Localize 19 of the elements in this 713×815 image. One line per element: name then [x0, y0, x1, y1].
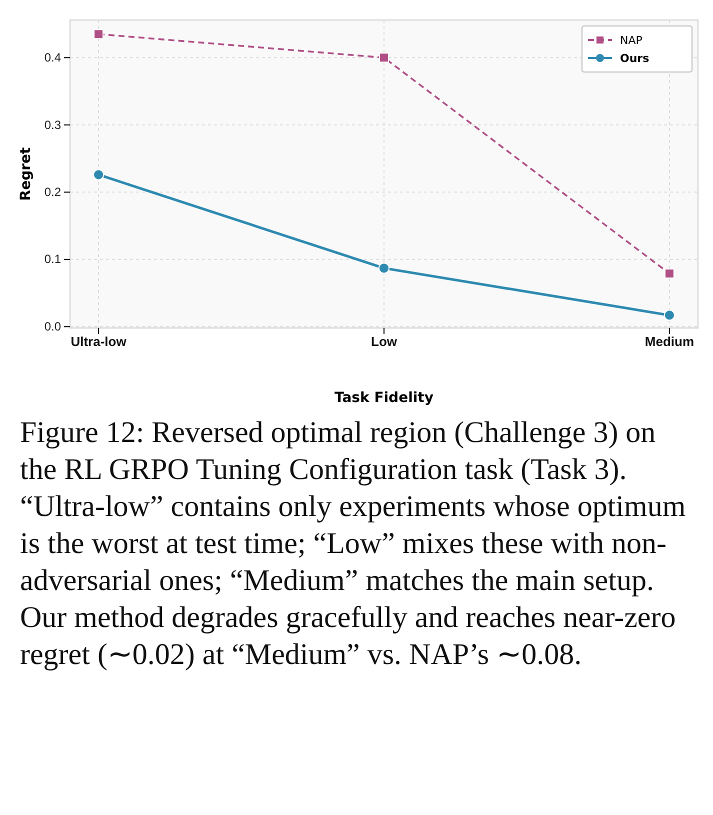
caption: Figure 12: Reversed optimal region (Challenge 3) on the RL GRPO Tuning Configuration task (Task 3). “Ultra-low” contains only experiments whose optimum is the worst at test time; “Low” mixes these with non-adversarial ones; “Medium” matches the main setup. Our method degrades gracefully and reaches near-zero regret (∼0.02) at “Medium” vs. NAP’s ∼0.08.	[20, 415, 687, 673]
y-tick-label: 0.2	[44, 184, 62, 199]
x-tick-label: Medium	[644, 334, 694, 350]
point	[378, 262, 390, 274]
legend-label: NAP	[620, 34, 643, 47]
y-tick-label: 0.3	[44, 118, 62, 132]
x-tick-label: Ultra-low	[70, 334, 128, 350]
y-tick-label: 0.1	[44, 252, 62, 266]
point	[379, 52, 389, 63]
y-tick-label: 0.0	[44, 319, 62, 334]
point	[664, 310, 675, 321]
y-axis-title: Regret	[18, 147, 34, 201]
point	[664, 268, 674, 278]
point	[94, 29, 104, 40]
legend-label: Ours	[620, 52, 650, 65]
point	[93, 169, 104, 180]
x-axis-title: Task Fidelity	[334, 390, 434, 406]
x-tick-label: Low	[371, 334, 398, 350]
y-tick-label: 0.4	[44, 50, 62, 64]
